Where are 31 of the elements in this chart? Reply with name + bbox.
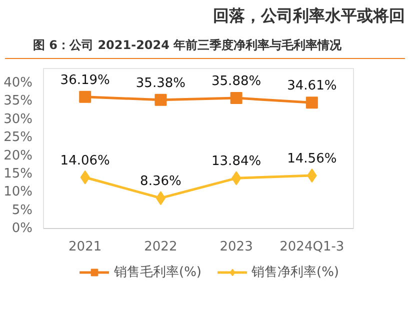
x-tick-label: 2022 [144,240,178,254]
y-tick-label: 5% [12,202,32,218]
point [156,191,166,206]
data-label: 14.56% [287,152,337,167]
y-tick-label: 10% [4,184,33,200]
point [154,94,167,106]
data-label: 36.19% [60,72,110,88]
x-tick-label: 2024Q1-3 [280,240,344,254]
data-label: 13.84% [212,154,262,170]
data-label: 35.38% [136,76,186,91]
data-label: 35.88% [212,74,262,90]
y-tick-label: 15% [4,166,33,182]
data-label: 8.36% [140,174,182,190]
data-label: 34.61% [287,78,337,94]
y-tick-label: 35% [4,94,33,109]
x-tick-label: 2023 [220,240,253,254]
y-tick-label: 40% [4,76,33,91]
text: 回落，公司利率水平或将回 [213,5,405,27]
chart-title: 图 6：公司 2021-2024 年前三季度净利率与毛利率情况 [33,37,342,54]
point [79,90,92,103]
data-label: 14.06% [60,153,110,168]
point [230,92,242,104]
y-tick-label: 30% [4,112,33,127]
legend-label: 销售净利率(%) [252,264,339,281]
point [231,171,242,186]
y-tick-label: 25% [4,130,33,146]
x-tick-label: 2021 [68,240,102,254]
point [306,96,318,109]
y-tick-label: 0% [12,221,32,236]
legend-label: 销售毛利率(%) [114,264,202,281]
y-tick-label: 20% [4,148,33,164]
